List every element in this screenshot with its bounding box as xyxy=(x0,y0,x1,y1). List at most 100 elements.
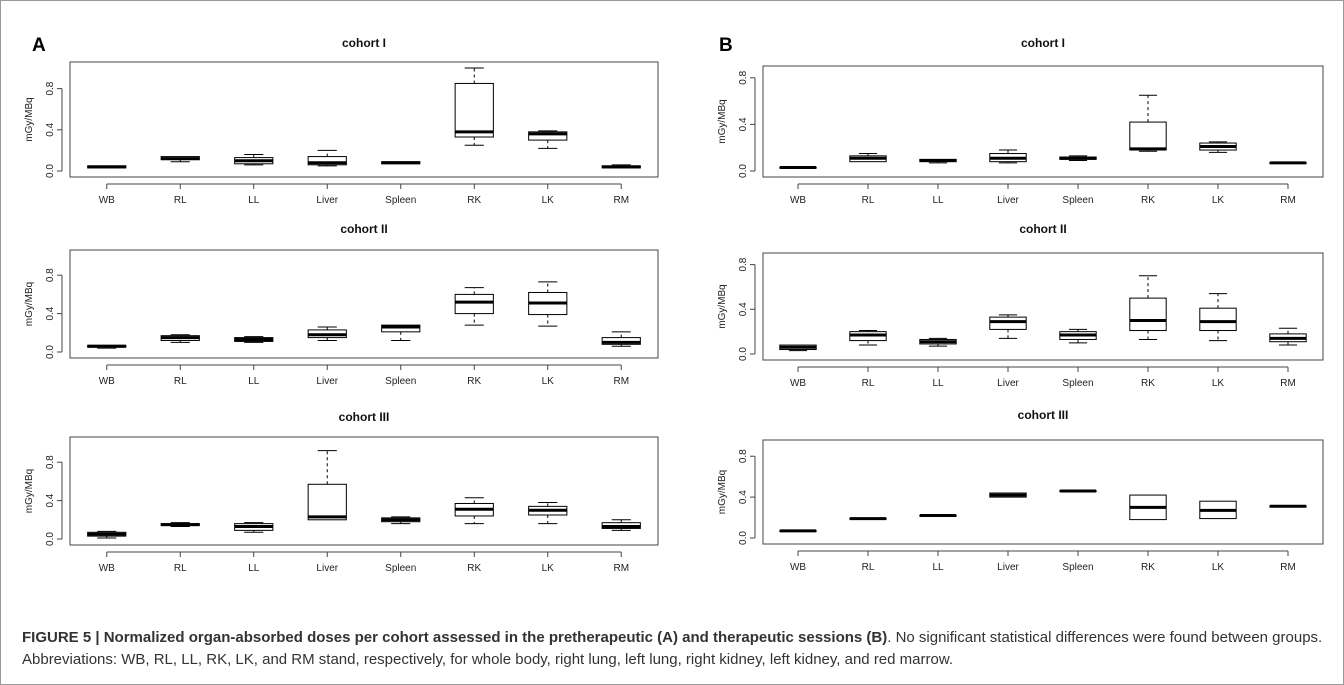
plot-title: cohort I xyxy=(1021,36,1065,50)
x-tick-label: WB xyxy=(790,195,806,206)
x-tick-label: RM xyxy=(1280,195,1296,206)
x-tick-label: LK xyxy=(1212,562,1225,573)
x-tick-label: Liver xyxy=(316,195,338,206)
x-tick-label: Liver xyxy=(997,562,1019,573)
box-ll xyxy=(234,336,274,343)
box-wb xyxy=(87,530,127,539)
box-liver xyxy=(989,149,1027,164)
y-tick-label: 0.8 xyxy=(45,81,56,95)
box-rk xyxy=(1129,494,1167,521)
y-axis-label: mGy/MBq xyxy=(24,97,35,141)
y-tick-label: 0.4 xyxy=(738,490,749,504)
y-tick-label: 0.0 xyxy=(738,164,749,178)
box-lk xyxy=(528,130,568,149)
box-rl xyxy=(849,330,887,346)
boxplot-a-1: cohort I 0.0 0.4 0.8 mGy/MBq WB RL LL Liver Splee… xyxy=(24,36,659,206)
y-axis-label: mGy/MBq xyxy=(717,99,728,143)
iqr-box xyxy=(1199,307,1237,332)
box-liver xyxy=(989,492,1027,498)
box-lk xyxy=(1199,500,1237,520)
x-tick-label: WB xyxy=(790,562,806,573)
x-tick-label: LK xyxy=(542,563,555,574)
box-rl xyxy=(849,517,887,521)
x-tick-label: RL xyxy=(174,563,187,574)
y-tick-label: 0.0 xyxy=(738,347,749,361)
box-rm xyxy=(601,331,641,347)
y-axis-label: mGy/MBq xyxy=(24,282,35,326)
x-tick-label: WB xyxy=(99,376,115,387)
box-ll xyxy=(919,337,957,347)
x-tick-label: LL xyxy=(248,195,260,206)
plot-area-frame xyxy=(762,439,1324,545)
x-tick-label: RL xyxy=(174,195,187,206)
x-tick-label: RK xyxy=(467,195,481,206)
x-tick-label: RM xyxy=(1280,378,1296,389)
y-tick-label: 0.8 xyxy=(738,70,749,84)
x-tick-label: WB xyxy=(790,378,806,389)
x-tick-label: RK xyxy=(467,376,481,387)
x-tick-label: RK xyxy=(1141,195,1155,206)
iqr-box xyxy=(1129,121,1167,151)
box-rm xyxy=(601,519,641,531)
x-tick-label: RK xyxy=(467,563,481,574)
panel-letter-a: A xyxy=(32,35,46,56)
box-liver xyxy=(307,450,347,521)
x-tick-label: LL xyxy=(932,195,944,206)
iqr-box xyxy=(528,131,568,141)
box-spleen xyxy=(1059,328,1097,344)
box-rm xyxy=(1269,504,1307,508)
box-ll xyxy=(919,158,957,164)
x-tick-label: LL xyxy=(248,563,260,574)
box-spleen xyxy=(1059,155,1097,162)
box-liver xyxy=(307,326,347,341)
box-spleen xyxy=(1059,489,1097,493)
x-tick-label: LL xyxy=(248,376,260,387)
box-rl xyxy=(160,522,200,528)
boxplot-b-1: cohort I 0.0 0.4 0.8 mGy/MBq WB RL LL Liver Splee… xyxy=(717,36,1324,206)
plot-title: cohort II xyxy=(1019,222,1066,236)
y-tick-label: 0.0 xyxy=(45,345,56,359)
box-rl xyxy=(160,156,200,163)
y-tick-label: 0.4 xyxy=(45,306,56,320)
box-spleen xyxy=(381,161,421,165)
x-tick-label: RM xyxy=(613,376,629,387)
box-rl xyxy=(160,334,200,343)
box-ll xyxy=(234,154,274,166)
x-tick-label: WB xyxy=(99,195,115,206)
box-wb xyxy=(779,529,817,533)
y-tick-label: 0.0 xyxy=(738,531,749,545)
y-tick-label: 0.8 xyxy=(738,257,749,271)
box-rm xyxy=(1269,161,1307,165)
x-tick-label: RL xyxy=(862,378,875,389)
boxplot-b-2: cohort II 0.0 0.4 0.8 mGy/MBq WB RL LL Liver Sple… xyxy=(717,222,1324,389)
box-rk xyxy=(454,497,494,525)
plot-title: cohort I xyxy=(342,36,386,50)
y-tick-label: 0.4 xyxy=(738,302,749,316)
iqr-box xyxy=(454,293,494,315)
y-tick-label: 0.0 xyxy=(45,532,56,546)
iqr-box xyxy=(454,82,494,138)
x-tick-label: RM xyxy=(613,563,629,574)
plot-area-frame xyxy=(762,252,1324,361)
boxplot-grid: cohort I 0.0 0.4 0.8 mGy/MBq WB RL LL Liver Splee… xyxy=(24,36,1324,574)
box-rk xyxy=(1129,94,1167,152)
iqr-box xyxy=(307,156,347,166)
x-tick-label: Spleen xyxy=(385,563,416,574)
boxplot-a-3: cohort III 0.0 0.4 0.8 mGy/MBq WB RL LL Liver Spl… xyxy=(24,410,659,574)
box-wb xyxy=(779,166,817,170)
x-tick-label: LK xyxy=(1212,195,1225,206)
box-spleen xyxy=(381,516,421,525)
plot-area-frame xyxy=(69,436,659,546)
box-ll xyxy=(234,522,274,533)
caption-title: FIGURE 5 | Normalized organ-absorbed dos… xyxy=(22,629,888,646)
box-wb xyxy=(779,344,817,352)
x-tick-label: Spleen xyxy=(1062,378,1093,389)
x-tick-label: WB xyxy=(99,563,115,574)
iqr-box xyxy=(307,483,347,521)
x-tick-label: Liver xyxy=(316,376,338,387)
plot-area-frame xyxy=(762,65,1324,178)
x-tick-label: RK xyxy=(1141,378,1155,389)
y-axis-label: mGy/MBq xyxy=(717,470,728,514)
x-tick-label: Spleen xyxy=(1062,562,1093,573)
y-tick-label: 0.8 xyxy=(45,455,56,469)
